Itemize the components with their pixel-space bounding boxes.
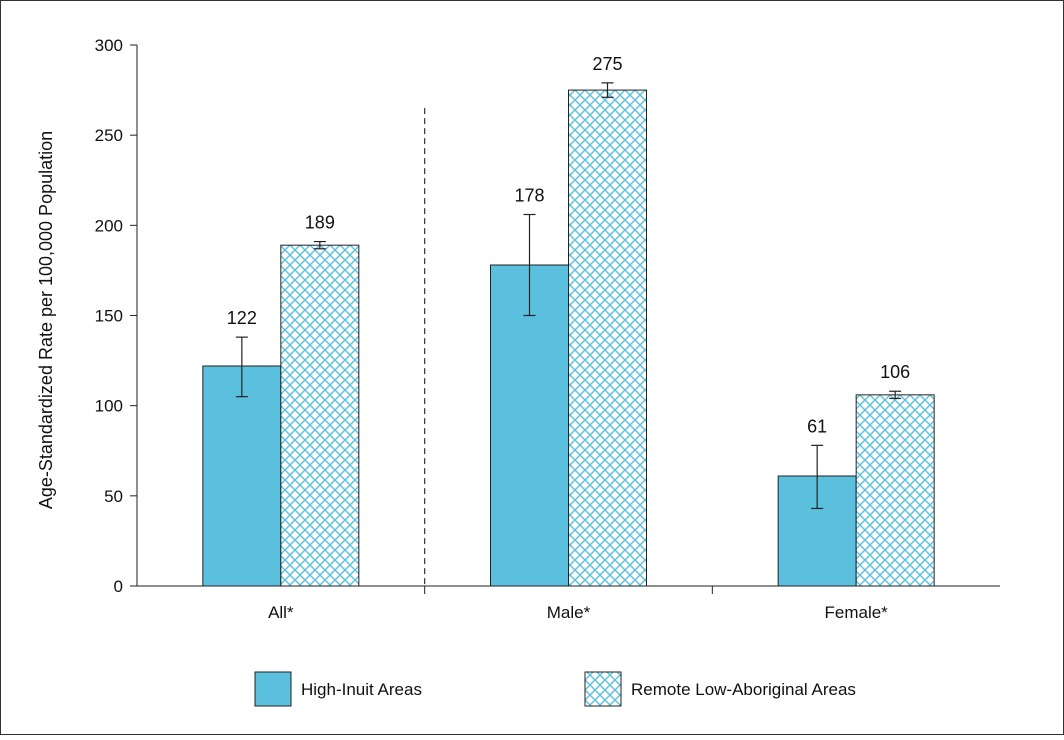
- bar: [202, 365, 282, 587]
- y-tick-label: 0: [114, 577, 123, 596]
- y-tick-label: 300: [95, 36, 123, 55]
- bar: [568, 89, 647, 587]
- legend-swatch: [584, 671, 622, 707]
- data-label: 61: [807, 416, 827, 436]
- bar: [490, 264, 569, 587]
- y-tick-label: 250: [95, 126, 123, 145]
- legend-label: High-Inuit Areas: [301, 680, 422, 699]
- category-label: All*: [268, 603, 294, 622]
- data-label: 122: [227, 308, 257, 328]
- y-axis-title: Age-Standardized Rate per 100,000 Popula…: [36, 131, 56, 509]
- legend-label: Remote Low-Aboriginal Areas: [631, 680, 856, 699]
- y-tick-label: 200: [95, 216, 123, 235]
- y-tick-label: 50: [104, 487, 123, 506]
- legend-swatch: [254, 671, 292, 707]
- data-label: 178: [514, 186, 544, 206]
- data-label: 189: [305, 213, 335, 233]
- bar: [855, 394, 935, 587]
- bar: [280, 244, 360, 587]
- y-tick-label: 100: [95, 397, 123, 416]
- category-label: Male*: [547, 603, 591, 622]
- data-label: 106: [880, 362, 910, 382]
- data-label: 275: [592, 54, 622, 74]
- y-tick-label: 150: [95, 307, 123, 326]
- category-label: Female*: [825, 603, 889, 622]
